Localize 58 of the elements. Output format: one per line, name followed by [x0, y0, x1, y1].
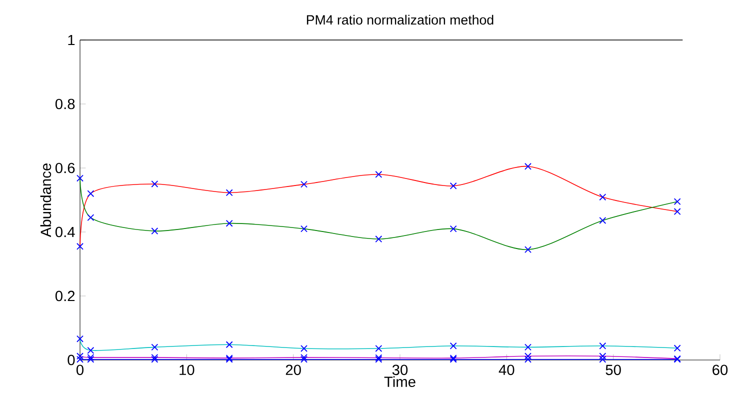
y-axis-title: Abundance	[40, 164, 52, 238]
point	[151, 180, 158, 188]
point	[375, 344, 382, 352]
x-tick-label: 60	[712, 364, 728, 376]
point	[87, 346, 94, 354]
x-tick-label: 30	[392, 364, 408, 376]
point	[76, 174, 84, 182]
point	[87, 356, 94, 363]
point	[300, 354, 308, 361]
y-tick-label: 0	[68, 354, 75, 366]
point	[450, 342, 457, 350]
point	[524, 344, 532, 351]
point	[76, 242, 84, 250]
point	[524, 246, 532, 254]
point	[226, 189, 233, 196]
point	[300, 356, 308, 363]
x-tick-label: 40	[498, 364, 514, 376]
point	[450, 182, 457, 190]
point	[300, 180, 308, 188]
y-tick-label: 0.2	[55, 290, 75, 302]
point	[674, 198, 681, 206]
point	[76, 356, 84, 363]
point	[87, 354, 94, 361]
point	[599, 194, 606, 201]
point	[151, 356, 158, 363]
x-tick-label: 0	[76, 364, 84, 376]
x-axis-title: Time	[384, 376, 416, 388]
point	[76, 352, 84, 360]
point	[87, 214, 94, 222]
point	[226, 220, 233, 227]
x-tick-label: 50	[606, 364, 621, 376]
point	[674, 208, 681, 215]
y-tick-label: 0.6	[55, 162, 75, 174]
chart-title: PM4 ratio normalization method	[306, 14, 494, 25]
point	[599, 352, 606, 360]
y-tick-label: 0.4	[55, 226, 75, 238]
point	[87, 190, 94, 198]
y-tick-label: 0.8	[55, 98, 75, 110]
point	[674, 344, 681, 352]
point	[151, 228, 158, 235]
point	[599, 216, 606, 224]
point	[599, 342, 606, 350]
point	[524, 352, 532, 360]
point	[450, 225, 457, 232]
point	[226, 341, 233, 348]
y-tick-label: 1	[68, 34, 75, 46]
point	[151, 344, 158, 351]
x-tick-label: 10	[180, 364, 194, 376]
point	[375, 170, 382, 178]
point	[76, 335, 84, 342]
point	[300, 225, 308, 232]
point	[300, 344, 308, 352]
point	[375, 236, 382, 243]
point	[524, 356, 532, 363]
point	[599, 356, 606, 363]
point	[151, 354, 158, 361]
x-tick-label: 20	[286, 364, 301, 376]
point	[524, 162, 532, 170]
